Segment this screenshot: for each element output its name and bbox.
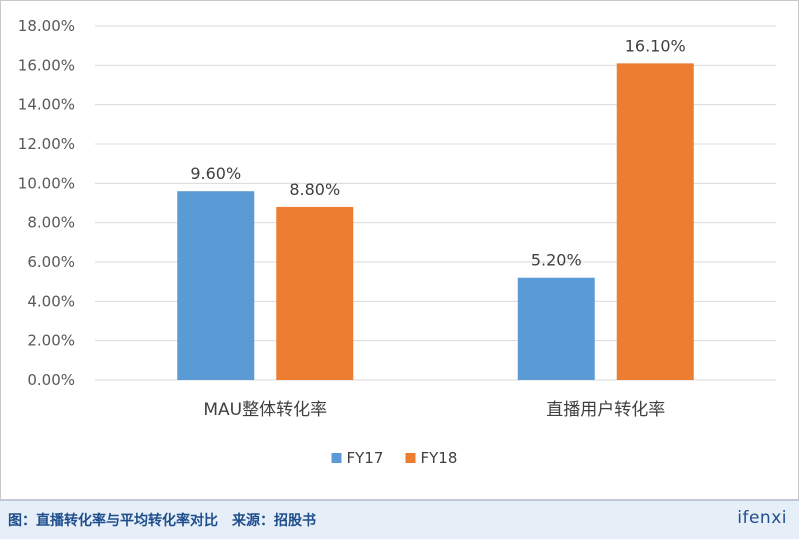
y-tick-label: 8.00% [27,214,75,232]
brand-logo: ifenxi [737,508,787,528]
bar-chart: 0.00% 2.00% 4.00% 6.00% 8.00% 10.00% 12.00% 14.… [18,17,776,467]
bar-fy18-0 [276,206,354,380]
data-label: 8.80% [289,180,340,199]
bar-fy18-1 [616,63,694,380]
legend-swatch [331,453,342,463]
y-tick-label: 18.00% [18,17,75,35]
bar-fy17-1 [517,277,595,380]
y-tick-label: 10.00% [18,174,75,192]
footer-bar: 图：直播转化率与平均转化率对比 来源：招股书 ifenxi [0,500,799,539]
data-label: 16.10% [625,36,686,55]
bar-fy17-0 [177,191,255,380]
y-tick-label: 14.00% [18,96,75,114]
y-tick-label: 12.00% [18,135,75,153]
y-tick-label: 2.00% [27,332,75,350]
legend-label: FY17 [347,449,384,467]
category-label: 直播用户转化率 [546,400,665,420]
y-tick-label: 6.00% [27,253,75,271]
chart-frame: 0.00% 2.00% 4.00% 6.00% 8.00% 10.00% 12.00% 14.… [0,0,799,500]
figure-caption: 图：直播转化率与平均转化率对比 来源：招股书 [8,513,316,529]
data-label: 5.20% [531,251,582,270]
legend-swatch [405,453,416,463]
legend-label: FY18 [421,449,458,467]
y-tick-label: 16.00% [18,56,75,74]
data-label: 9.60% [190,164,241,183]
y-tick-label: 0.00% [27,371,75,389]
y-tick-label: 4.00% [27,292,75,310]
category-label: MAU整体转化率 [203,400,327,420]
